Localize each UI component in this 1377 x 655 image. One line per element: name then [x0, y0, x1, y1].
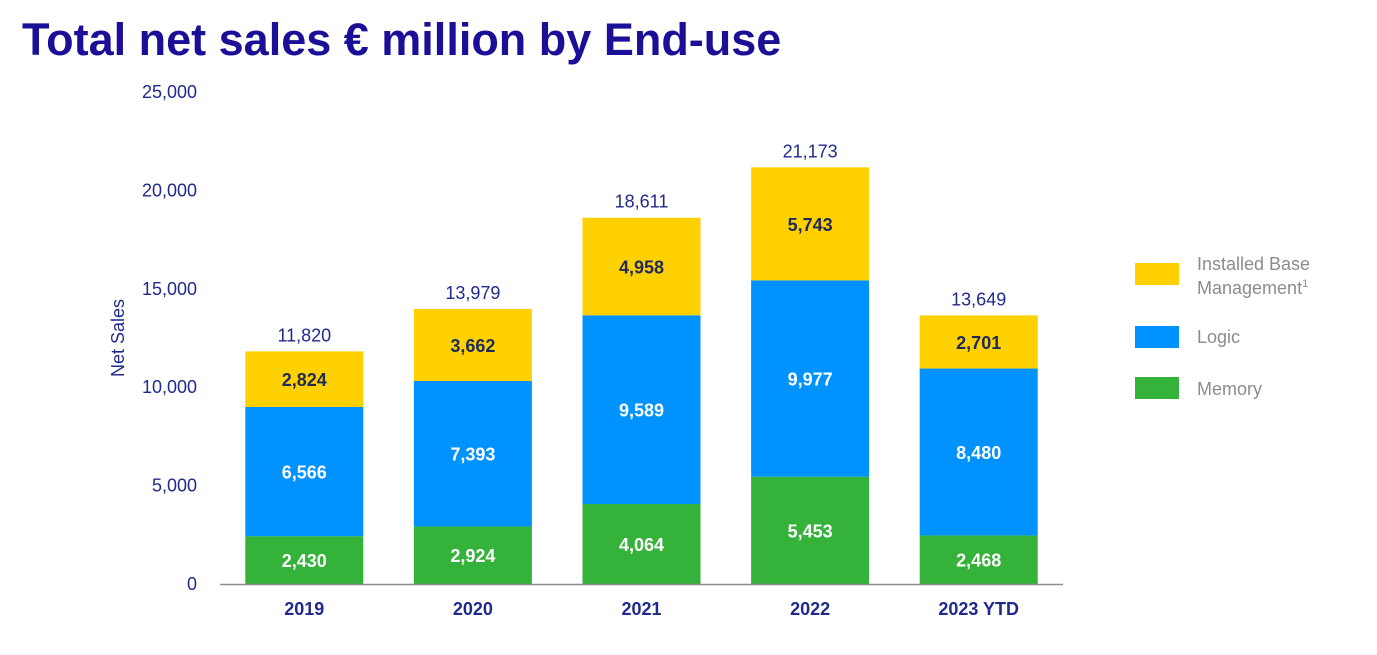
legend-swatch: [1135, 377, 1179, 399]
y-tick-label: 25,000: [142, 82, 197, 102]
legend-item: Memory: [1135, 377, 1262, 399]
bar-segment-logic: [919, 368, 1038, 536]
bar-segment-logic: [413, 380, 532, 527]
legend-label: Memory: [1197, 379, 1262, 399]
bar-segment-installed-base-management: [413, 308, 532, 381]
bar-segment-memory: [245, 536, 364, 584]
x-tick-label: 2019: [284, 599, 324, 619]
data-label: 2,924: [450, 546, 495, 566]
data-label: 9,977: [788, 370, 833, 390]
y-axis-ticks: 0 5,000 10,000 15,000 20,000 25,000: [142, 82, 197, 594]
bar-segment-logic: [582, 315, 701, 505]
data-label: 6,566: [282, 463, 327, 483]
bars: 2,430 6,566 2,824 11,820 2,924 7,393 3,662 13,9…: [245, 141, 1038, 584]
data-label: 2,430: [282, 551, 327, 571]
total-label: 21,173: [783, 141, 838, 161]
legend-label: Logic: [1197, 327, 1240, 347]
legend-label: Management1: [1197, 278, 1308, 298]
total-label: 18,611: [615, 192, 669, 212]
y-tick-label: 0: [187, 574, 197, 594]
bar-segment-logic: [245, 406, 364, 537]
data-label: 4,064: [619, 535, 664, 555]
x-axis: 2019 2020 2021 2022 2023 YTD: [220, 583, 1063, 619]
data-label: 5,743: [788, 215, 833, 235]
total-label: 13,979: [445, 283, 500, 303]
legend: Installed Base Management1 Logic Memory: [1135, 254, 1310, 399]
data-label: 3,662: [450, 336, 495, 356]
x-tick-label: 2022: [790, 599, 830, 619]
y-axis-label: Net Sales: [108, 299, 128, 377]
x-tick-label: 2023 YTD: [938, 599, 1019, 619]
bar-segment-memory: [413, 526, 532, 584]
chart-title: Total net sales € million by End-use: [22, 14, 782, 65]
bar-segment-installed-base-management: [245, 351, 364, 407]
bar-segment-logic: [751, 280, 870, 477]
data-label: 2,701: [956, 333, 1001, 353]
legend-swatch: [1135, 263, 1179, 285]
data-label: 2,824: [282, 370, 327, 390]
data-label: 9,589: [619, 401, 664, 421]
data-label: 4,958: [619, 258, 664, 278]
legend-swatch: [1135, 326, 1179, 348]
legend-item: Logic: [1135, 326, 1240, 348]
bar-segment-installed-base-management: [582, 217, 701, 316]
legend-item: Installed Base Management1: [1135, 254, 1310, 298]
bar-segment-installed-base-management: [751, 167, 870, 281]
y-tick-label: 5,000: [152, 476, 197, 496]
y-tick-label: 20,000: [142, 180, 197, 200]
total-label: 13,649: [951, 289, 1006, 309]
x-tick-label: 2020: [453, 599, 493, 619]
bar-segment-installed-base-management: [919, 315, 1038, 369]
y-tick-label: 15,000: [142, 279, 197, 299]
data-label: 8,480: [956, 443, 1001, 463]
bar-segment-memory: [751, 476, 870, 584]
bar-segment-memory: [582, 504, 701, 584]
bar-segment-memory: [919, 535, 1038, 584]
data-label: 5,453: [788, 521, 833, 541]
total-label: 11,820: [277, 325, 331, 345]
data-label: 7,393: [450, 445, 495, 465]
x-tick-label: 2021: [621, 599, 661, 619]
data-label: 2,468: [956, 551, 1001, 571]
legend-label: Installed Base: [1197, 254, 1310, 274]
y-tick-label: 10,000: [142, 377, 197, 397]
